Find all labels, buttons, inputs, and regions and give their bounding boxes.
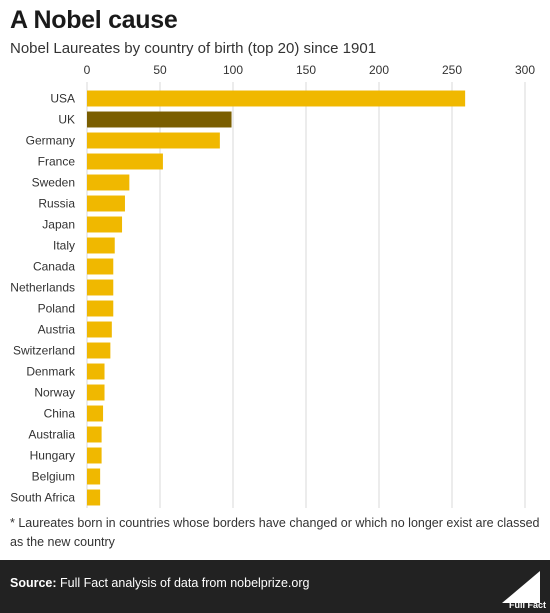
source-text: Full Fact analysis of data from nobelpri… bbox=[56, 576, 310, 590]
bar-germany bbox=[87, 132, 220, 149]
category-label: Norway bbox=[34, 386, 75, 400]
bar-australia bbox=[87, 426, 102, 443]
category-label: Switzerland bbox=[13, 344, 75, 358]
x-tick-label: 50 bbox=[153, 63, 167, 77]
bar-austria bbox=[87, 321, 112, 338]
x-tick-label: 100 bbox=[223, 63, 243, 77]
category-label: Russia bbox=[38, 197, 75, 211]
bar-switzerland bbox=[87, 342, 111, 359]
bar-france bbox=[87, 153, 163, 170]
bar-usa bbox=[87, 90, 466, 107]
x-tick-label: 200 bbox=[369, 63, 389, 77]
category-label: Austria bbox=[38, 323, 76, 337]
category-label: Australia bbox=[28, 428, 75, 442]
category-label: Canada bbox=[33, 260, 75, 274]
category-label: Italy bbox=[53, 239, 75, 253]
chart-subtitle: Nobel Laureates by country of birth (top… bbox=[10, 40, 377, 57]
source-footer: Source: Full Fact analysis of data from … bbox=[0, 560, 550, 613]
category-label: Poland bbox=[38, 302, 75, 316]
bar-russia bbox=[87, 195, 125, 212]
bar-china bbox=[87, 405, 104, 422]
x-tick-label: 300 bbox=[515, 63, 535, 77]
x-tick-label: 0 bbox=[84, 63, 91, 77]
bar-japan bbox=[87, 216, 123, 233]
category-label: China bbox=[44, 407, 76, 421]
category-label: France bbox=[38, 155, 76, 169]
category-label: Germany bbox=[26, 134, 75, 148]
category-label: Sweden bbox=[32, 176, 75, 190]
category-label: Belgium bbox=[32, 470, 75, 484]
source-label: Source: bbox=[10, 576, 57, 590]
bar-uk bbox=[87, 111, 232, 128]
bar-belgium bbox=[87, 468, 101, 485]
chart-title: A Nobel cause bbox=[10, 6, 178, 34]
x-tick-label: 250 bbox=[442, 63, 462, 77]
bar-italy bbox=[87, 237, 115, 254]
x-tick-label: 150 bbox=[296, 63, 316, 77]
source-line: Source: Full Fact analysis of data from … bbox=[10, 576, 309, 590]
bar-netherlands bbox=[87, 279, 114, 296]
category-label: Japan bbox=[42, 218, 75, 232]
bar-south-africa bbox=[87, 489, 101, 506]
bar-norway bbox=[87, 384, 105, 401]
category-label: UK bbox=[58, 113, 75, 127]
bar-poland bbox=[87, 300, 114, 317]
bar-chart: 0 50 100 150 200 250 300 USA UK Germany France Swed… bbox=[10, 63, 535, 508]
category-label: Netherlands bbox=[10, 281, 75, 295]
footnote: * Laureates born in countries whose bord… bbox=[10, 516, 540, 549]
bar-sweden bbox=[87, 174, 130, 191]
category-label: South Africa bbox=[10, 491, 75, 505]
full-fact-logo-icon bbox=[502, 571, 540, 603]
category-label: USA bbox=[50, 92, 75, 106]
bar-hungary bbox=[87, 447, 102, 464]
category-label: Hungary bbox=[30, 449, 75, 463]
category-label: Denmark bbox=[26, 365, 76, 379]
bar-canada bbox=[87, 258, 114, 275]
logo-text: Full Fact bbox=[508, 600, 546, 610]
bar-denmark bbox=[87, 363, 105, 380]
